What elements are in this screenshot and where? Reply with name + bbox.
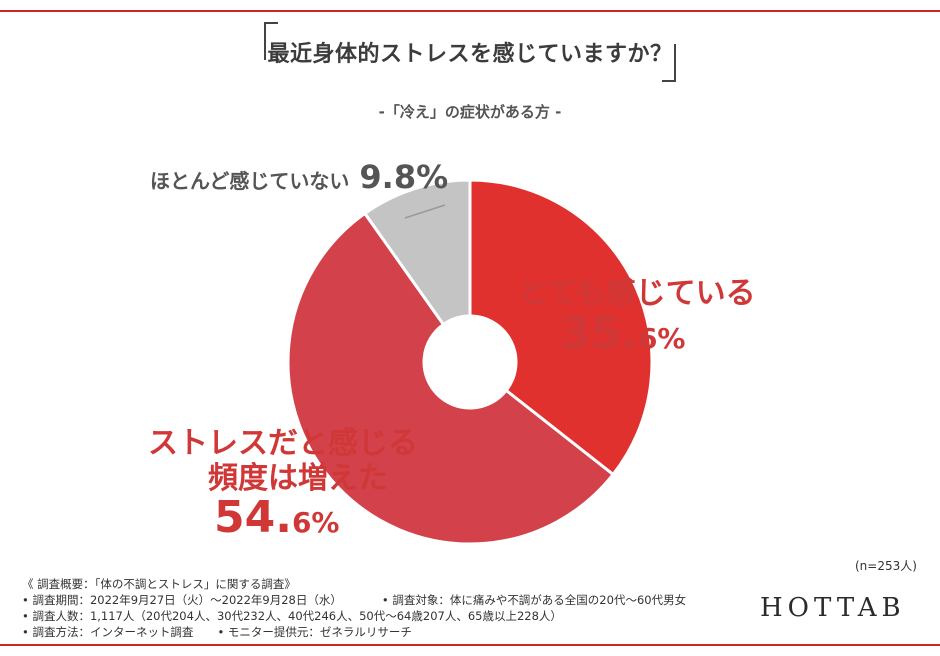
- bottom-rule: [0, 644, 940, 646]
- chart-title: 最近身体的ストレスを感じていますか？: [267, 42, 673, 67]
- label-strongly-feel: とても感じている: [518, 276, 756, 311]
- footnote-period: • 調査期間：2022年9月27日（火）～2022年9月28日（水）: [22, 593, 342, 607]
- pct-strongly-feel: 35.6%: [560, 308, 686, 359]
- footnote-method: • 調査方法：インターネット調査: [22, 625, 194, 639]
- leader-line: [404, 204, 446, 219]
- title-box: 最近身体的ストレスを感じていますか？: [264, 22, 676, 82]
- label-hardly-feel: ほとんど感じていない 9.8%: [150, 158, 448, 196]
- pct-stress-increased-main: 54.: [214, 492, 292, 543]
- top-rule: [0, 10, 940, 12]
- pct-stress-increased: 54.6%: [214, 492, 340, 543]
- bracket-top-left: [264, 22, 278, 60]
- footnote-target: • 調査対象：体に痛みや不調がある全国の20代～60代男女: [381, 593, 687, 607]
- pct-strongly-feel-main: 35.: [560, 308, 638, 359]
- bracket-bottom-right: [662, 44, 676, 82]
- label-hardly-feel-text: ほとんど感じていない: [150, 169, 350, 193]
- pct-strongly-feel-unit: 6%: [637, 322, 686, 355]
- sample-size: (n=253人): [855, 559, 917, 573]
- chart-subtitle: -「冷え」の症状がある方 -: [378, 103, 562, 121]
- footnote-count: • 調査人数：1,117人（20代204人、30代232人、40代246人、50…: [22, 609, 562, 623]
- label-stress-increased-line2: 頻度は増えた: [208, 461, 388, 496]
- label-stress-increased-line1: ストレスだと感じる: [148, 426, 418, 461]
- hottab-logo: HOTTAB: [760, 593, 906, 623]
- footnote-row-2: • 調査期間：2022年9月27日（火）～2022年9月28日（水） • 調査対象…: [22, 592, 686, 608]
- footnote-row-4: • 調査方法：インターネット調査 • モニター提供元：ゼネラルリサーチ: [22, 624, 686, 640]
- slice-stress-increased: [286, 211, 616, 546]
- slice-strongly-feel: [468, 178, 654, 477]
- survey-footnotes: 《 調査概要：「体の不調とストレス」に関する調査》 • 調査期間：2022年9月…: [22, 576, 686, 640]
- pct-hardly-feel: 9.8%: [359, 158, 449, 196]
- pct-stress-increased-unit: 6%: [291, 506, 340, 539]
- footnote-summary: 《 調査概要：「体の不調とストレス」に関する調査》: [22, 577, 296, 591]
- slice-hardly-feel: [362, 178, 472, 327]
- footnote-provider: • モニター提供元：ゼネラルリサーチ: [217, 625, 412, 639]
